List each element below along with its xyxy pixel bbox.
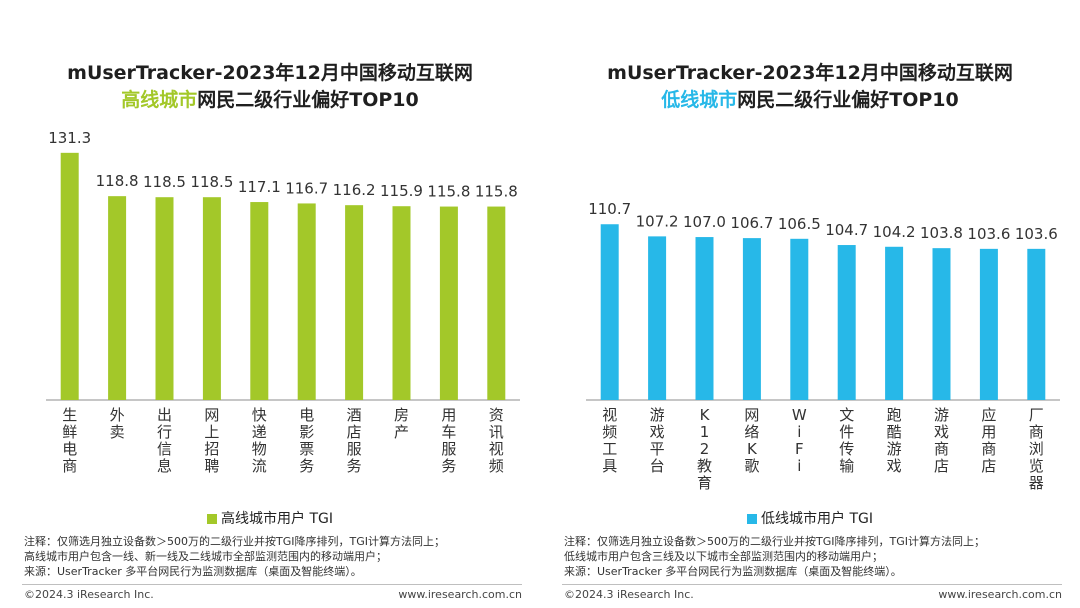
right-data-label: 107.2 (636, 212, 679, 230)
right-bar (979, 248, 998, 400)
left-tick-label: 房产 (394, 406, 409, 441)
left-bar-chart: 131.3 生鲜电商 118.8 外卖 118.5 出行信息 118.5 网上招聘 117.1 快… (46, 129, 520, 475)
left-data-label: 117.1 (238, 178, 281, 196)
right-legend-swatch (747, 514, 757, 524)
left-legend-swatch (207, 514, 217, 524)
right-bar (885, 246, 904, 400)
right-title-line1: mUserTracker-2023年12月中国移动互联网 (607, 62, 1013, 84)
left-note: 注释：仅筛选月独立设备数＞500万的二级行业并按TGI降序排列，TGI计算方法同… (24, 534, 524, 579)
left-chart-title: mUserTracker-2023年12月中国移动互联网 高线城市网民二级行业偏… (0, 60, 540, 114)
left-bar (250, 202, 269, 400)
right-title-line2: 低线城市网民二级行业偏好TOP10 (540, 87, 1080, 114)
right-data-label: 103.6 (967, 225, 1010, 243)
left-bar (392, 206, 411, 400)
left-bar (155, 197, 174, 400)
right-bar (932, 248, 951, 400)
right-site-link[interactable]: www.iresearch.com.cn (938, 588, 1062, 601)
left-footer-divider (22, 584, 522, 585)
left-data-label: 115.8 (427, 183, 470, 201)
left-tick-label: 出行信息 (157, 406, 172, 475)
left-note-line: 高线城市用户包含一线、新一线及二线城市全部监测范围内的移动端用户； (24, 550, 387, 563)
left-tick-label: 外卖 (110, 406, 125, 441)
left-legend-label: 高线城市用户 TGI (221, 511, 333, 527)
left-chart-panel: mUserTracker-2023年12月中国移动互联网 高线城市网民二级行业偏… (0, 60, 540, 601)
left-title-highlight: 高线城市 (121, 89, 198, 111)
right-tick-label: 应用商店 (981, 406, 996, 475)
left-data-label: 131.3 (48, 129, 91, 147)
right-footer: ©2024.3 iResearch Inc. www.iresearch.com… (564, 588, 1062, 601)
right-bar (648, 236, 667, 400)
right-title-highlight: 低线城市 (661, 89, 738, 111)
right-bar-chart: 110.7 视频工具 107.2 游戏平台 107.0 K 1 2 教育 106.7 网络 K 歌 106… (586, 200, 1060, 492)
left-bar (487, 206, 506, 400)
left-tick-label: 电影票务 (299, 406, 314, 475)
right-legend: 低线城市用户 TGI (540, 508, 1080, 528)
right-footer-divider (562, 584, 1062, 585)
right-data-label: 104.7 (825, 221, 868, 239)
left-bar (297, 203, 316, 400)
left-data-label: 118.5 (190, 173, 233, 191)
left-data-label: 118.8 (96, 172, 139, 190)
left-footer: ©2024.3 iResearch Inc. www.iresearch.com… (24, 588, 522, 601)
right-chart-title: mUserTracker-2023年12月中国移动互联网 低线城市网民二级行业偏… (540, 60, 1080, 114)
left-note-line: 注释：仅筛选月独立设备数＞500万的二级行业并按TGI降序排列，TGI计算方法同… (24, 535, 445, 548)
right-tick-label: 游戏商店 (934, 406, 949, 475)
left-legend: 高线城市用户 TGI (0, 508, 540, 528)
right-title-rest: 网民二级行业偏好TOP10 (737, 89, 959, 111)
right-tick-label: 文件传输 (839, 406, 854, 475)
right-bar (695, 237, 714, 400)
left-tick-label: 网上招聘 (204, 406, 219, 475)
right-note: 注释：仅筛选月独立设备数＞500万的二级行业并按TGI降序排列，TGI计算方法同… (564, 534, 1064, 579)
left-bar (202, 197, 221, 400)
right-data-label: 106.5 (778, 215, 821, 233)
right-note-line: 来源：UserTracker 多平台网民行为监测数据库（桌面及智能终端）。 (564, 565, 902, 578)
left-data-label: 116.7 (285, 179, 328, 197)
right-legend-label: 低线城市用户 TGI (761, 511, 873, 527)
left-tick-label: 资讯视频 (489, 406, 504, 475)
left-data-label: 118.5 (143, 173, 186, 191)
left-data-label: 115.8 (475, 183, 518, 201)
right-bar (742, 238, 761, 400)
left-bar (60, 152, 79, 400)
right-tick-label: 游戏平台 (650, 406, 665, 475)
left-tick-label: 快递物流 (252, 406, 267, 475)
right-copyright: ©2024.3 iResearch Inc. (564, 588, 694, 601)
left-site-link[interactable]: www.iresearch.com.cn (398, 588, 522, 601)
left-data-label: 116.2 (333, 181, 376, 199)
right-tick-label: 视频工具 (602, 406, 617, 475)
left-data-label: 115.9 (380, 182, 423, 200)
right-data-label: 104.2 (873, 223, 916, 241)
right-data-label: 103.6 (1015, 225, 1058, 243)
right-bar (790, 238, 809, 400)
left-title-rest: 网民二级行业偏好TOP10 (197, 89, 419, 111)
left-tick-label: 酒店服务 (347, 406, 362, 475)
right-note-line: 低线城市用户包含三线及以下城市全部监测范围内的移动端用户； (564, 550, 883, 563)
right-bar (837, 245, 856, 400)
left-tick-label: 生鲜电商 (62, 406, 77, 475)
right-data-label: 106.7 (730, 214, 773, 232)
left-title-line1: mUserTracker-2023年12月中国移动互联网 (67, 62, 473, 84)
left-note-line: 来源：UserTracker 多平台网民行为监测数据库（桌面及智能终端）。 (24, 565, 362, 578)
right-tick-label: K 1 2 教育 (697, 406, 712, 492)
left-bar (108, 196, 127, 400)
right-chart-panel: mUserTracker-2023年12月中国移动互联网 低线城市网民二级行业偏… (540, 0, 1080, 608)
right-data-label: 103.8 (920, 224, 963, 242)
right-bar (1027, 248, 1046, 400)
right-tick-label: 厂商浏览器 (1029, 406, 1044, 492)
left-bar (345, 205, 364, 400)
right-data-label: 110.7 (588, 200, 631, 218)
left-copyright: ©2024.3 iResearch Inc. (24, 588, 154, 601)
right-tick-label: 跑酷游戏 (887, 406, 902, 475)
right-data-label: 107.0 (683, 213, 726, 231)
left-bar (439, 206, 458, 400)
right-bar (600, 224, 619, 400)
right-note-line: 注释：仅筛选月独立设备数＞500万的二级行业并按TGI降序排列，TGI计算方法同… (564, 535, 985, 548)
right-tick-label: 网络 K 歌 (744, 406, 759, 475)
left-title-line2: 高线城市网民二级行业偏好TOP10 (0, 87, 540, 114)
left-tick-label: 用车服务 (441, 406, 456, 475)
